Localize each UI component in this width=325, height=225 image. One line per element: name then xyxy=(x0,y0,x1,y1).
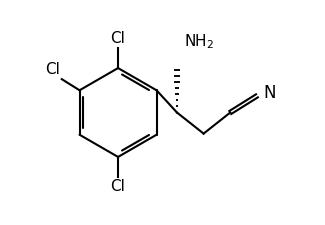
Text: N: N xyxy=(264,83,276,101)
Text: Cl: Cl xyxy=(45,62,59,77)
Text: Cl: Cl xyxy=(111,31,125,46)
Text: Cl: Cl xyxy=(111,179,125,194)
Text: NH$_2$: NH$_2$ xyxy=(184,33,214,51)
